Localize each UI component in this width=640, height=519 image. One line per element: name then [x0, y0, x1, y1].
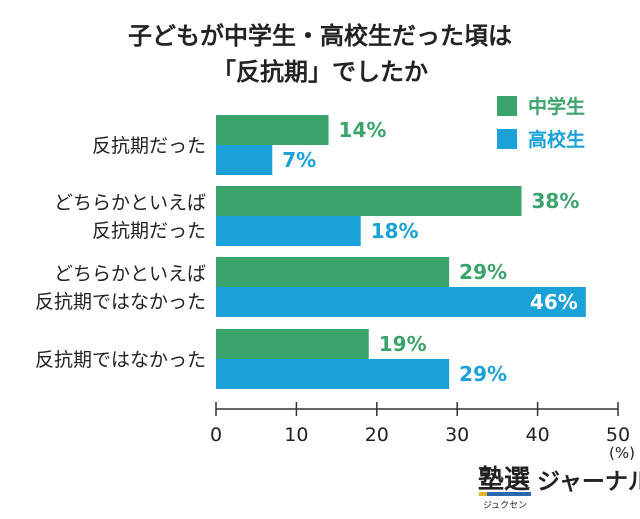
data-label: 19% — [379, 332, 427, 356]
x-tick-label: 40 — [526, 424, 550, 446]
bar — [216, 216, 361, 246]
bar — [216, 329, 369, 359]
brand-accent — [479, 492, 487, 496]
category-label: どちらかといえば — [54, 263, 206, 285]
legend-swatch — [497, 96, 517, 116]
bar — [216, 257, 450, 287]
chart-title-line: 「反抗期」でしたか — [212, 58, 428, 86]
legend-label: 中学生 — [528, 95, 585, 118]
category-label: 反抗期だった — [92, 220, 206, 242]
chart-title-line: 子どもが中学生・高校生だった頃は — [128, 22, 512, 50]
legend-swatch — [497, 129, 517, 149]
data-label: 38% — [532, 189, 580, 213]
chart-title: 子どもが中学生・高校生だった頃は「反抗期」でしたか — [128, 22, 512, 86]
category-labels: 反抗期だったどちらかといえば反抗期だったどちらかといえば反抗期ではなかった反抗期… — [35, 135, 206, 371]
category-label: 反抗期だった — [92, 135, 206, 157]
brand-logo-ruby: ジュクセン — [483, 500, 527, 511]
brand-underline — [479, 492, 531, 496]
x-tick-label: 30 — [445, 424, 469, 446]
bar — [216, 359, 450, 389]
bars: 14% 7% 38% 18% 29% 46% 19% 29% — [216, 115, 586, 389]
category-label: 反抗期ではなかった — [35, 349, 206, 371]
data-label: 46% — [530, 290, 578, 314]
data-label: 7% — [282, 148, 316, 172]
bar — [216, 115, 329, 145]
bar — [216, 287, 586, 317]
legend-label: 高校生 — [528, 128, 585, 151]
data-label: 18% — [371, 219, 419, 243]
x-axis: 0 10 20 30 40 50(%) — [210, 402, 635, 462]
data-label: 29% — [459, 362, 507, 386]
data-label: 29% — [459, 260, 507, 284]
x-tick-label: 20 — [365, 424, 389, 446]
bar — [216, 186, 522, 216]
category-label: 反抗期ではなかった — [35, 291, 206, 313]
x-tick-label: 0 — [210, 424, 222, 446]
bar — [216, 145, 273, 175]
unit-label: (%) — [609, 444, 635, 462]
category-label: どちらかといえば — [54, 192, 206, 214]
brand-name: ジャーナル — [537, 469, 640, 495]
brand-logo-text: 塾選 — [478, 464, 530, 495]
data-label: 14% — [339, 118, 387, 142]
x-tick-label: 10 — [284, 424, 308, 446]
x-tick-label: 50 — [606, 424, 630, 446]
